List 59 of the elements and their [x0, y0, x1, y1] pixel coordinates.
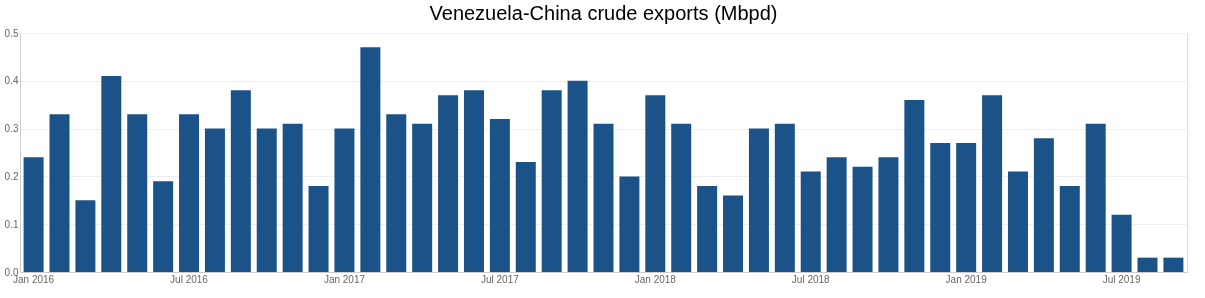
bar [282, 123, 303, 272]
bar [153, 181, 174, 272]
y-tick-label: 0.1 [4, 218, 19, 230]
bar [593, 123, 614, 272]
bar [619, 176, 640, 272]
bar [334, 128, 355, 272]
bar [75, 200, 96, 272]
bar [697, 185, 718, 272]
y-tick-label: 0.0 [4, 266, 19, 278]
x-tick-label: Jan 2017 [323, 273, 366, 285]
x-tick-label: Jul 2017 [480, 273, 520, 285]
bar [489, 119, 510, 272]
bar [956, 142, 977, 272]
bar [982, 95, 1003, 272]
x-tick-label: Jan 2019 [945, 273, 988, 285]
bar [127, 114, 148, 272]
bar [1033, 138, 1054, 272]
bar [438, 95, 459, 272]
bar [360, 47, 381, 272]
bar [23, 157, 44, 272]
bar [179, 114, 200, 272]
y-tick-label: 0.3 [4, 123, 19, 135]
bar [645, 95, 666, 272]
bar [1111, 214, 1132, 272]
bar [748, 128, 769, 272]
bar [1085, 123, 1106, 272]
bar [386, 114, 407, 272]
chart-title: Venezuela-China crude exports (Mbpd) [429, 2, 778, 24]
bar [567, 80, 588, 272]
bar [101, 76, 122, 272]
bar [412, 123, 433, 272]
bar [800, 171, 821, 272]
x-tick-label: Jul 2018 [791, 273, 831, 285]
bar [49, 114, 70, 272]
bar [308, 185, 329, 272]
bar [904, 99, 925, 272]
bar [878, 157, 899, 272]
x-tick-label: Jul 2016 [170, 273, 209, 285]
bar [774, 123, 795, 272]
y-tick-label: 0.5 [4, 27, 19, 39]
bar [515, 162, 536, 272]
bar [230, 90, 251, 272]
y-tick-label: 0.4 [4, 75, 19, 87]
bar [256, 128, 277, 272]
x-tick-label: Jul 2019 [1102, 273, 1141, 285]
y-tick-label: 0.2 [4, 170, 19, 182]
bar [1059, 185, 1080, 272]
bar [1137, 257, 1158, 272]
bar [671, 123, 692, 272]
bar [204, 128, 225, 272]
bar [930, 142, 951, 272]
bar [463, 90, 484, 272]
x-tick-label: Jan 2018 [634, 273, 677, 285]
bar [826, 157, 847, 272]
bar [1163, 257, 1184, 272]
bar [723, 195, 744, 272]
bar [1007, 171, 1028, 272]
bar [541, 90, 562, 272]
bar [852, 166, 873, 272]
